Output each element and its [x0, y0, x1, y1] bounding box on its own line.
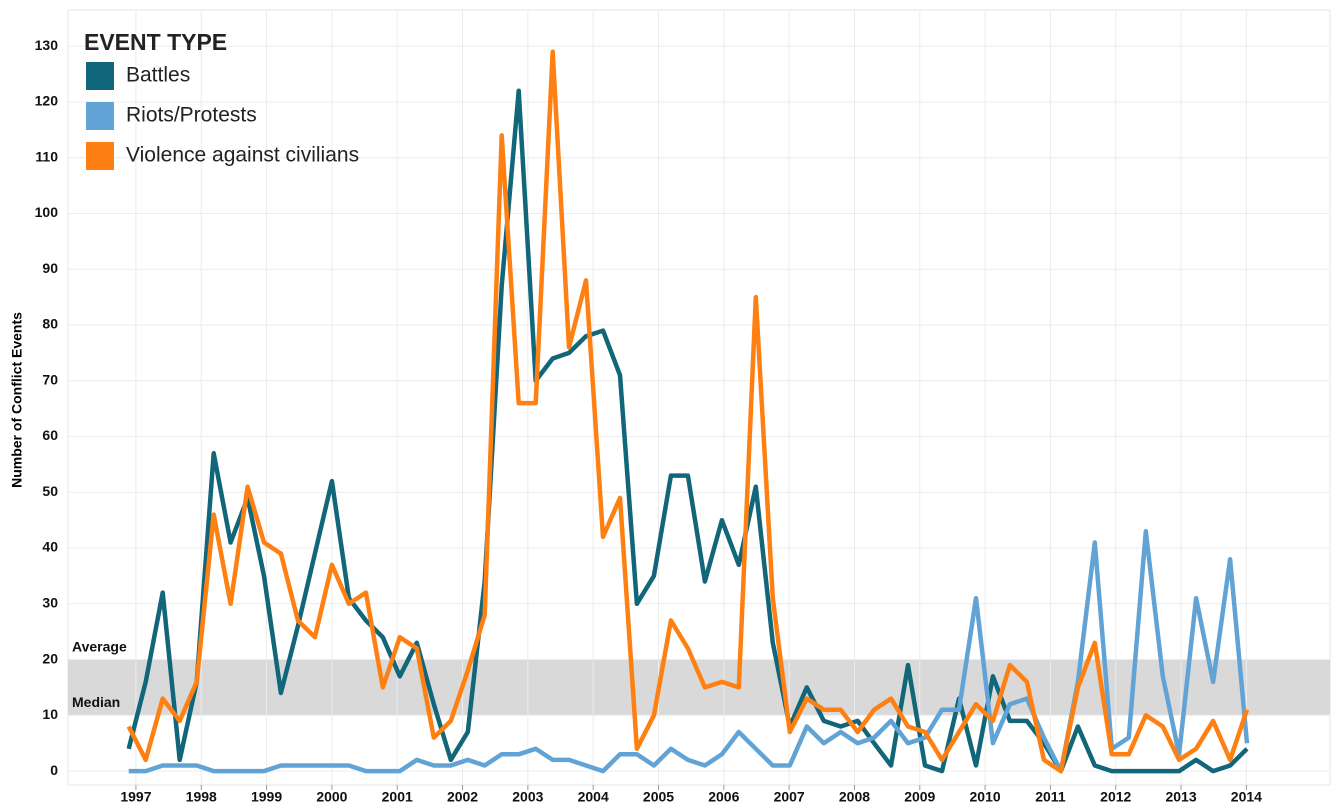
x-tick-label: 2006 [708, 789, 739, 805]
y-axis-label: Number of Conflict Events [9, 312, 25, 488]
x-tick-label: 2009 [904, 789, 935, 805]
x-tick-label: 2008 [839, 789, 870, 805]
legend-swatch [86, 142, 114, 170]
legend-title: EVENT TYPE [84, 29, 227, 55]
legend-swatch [86, 102, 114, 130]
x-tick-label: 2005 [643, 789, 674, 805]
reference-label: Median [72, 694, 120, 710]
x-tick-label: 2002 [447, 789, 478, 805]
x-tick-label: 2012 [1100, 789, 1131, 805]
x-tick-label: 2003 [512, 789, 543, 805]
legend-swatch [86, 62, 114, 90]
y-tick-label: 60 [42, 427, 58, 443]
x-tick-label: 2000 [316, 789, 347, 805]
x-tick-label: 2014 [1231, 789, 1262, 805]
reference-band [68, 659, 1330, 716]
x-tick-label: 2011 [1035, 789, 1066, 805]
y-tick-label: 80 [42, 316, 58, 332]
x-tick-label: 2013 [1165, 789, 1196, 805]
y-tick-label: 70 [42, 371, 58, 387]
x-tick-label: 1998 [186, 789, 217, 805]
y-tick-label: 50 [42, 483, 58, 499]
y-tick-label: 30 [42, 594, 58, 610]
plot-area [67, 9, 1331, 786]
x-tick-label: 2010 [970, 789, 1001, 805]
legend-label: Riots/Protests [126, 104, 257, 127]
legend-label: Violence against civilians [126, 144, 359, 167]
y-tick-label: 110 [35, 148, 58, 164]
legend-label: Battles [126, 64, 190, 87]
x-tick-label: 2004 [578, 789, 609, 805]
y-tick-label: 120 [35, 93, 59, 109]
series-line [126, 49, 1250, 774]
x-tick-label: 2001 [382, 789, 413, 805]
y-tick-label: 0 [50, 762, 58, 778]
x-tick-label: 1997 [120, 789, 151, 805]
x-tick-label: 2007 [774, 789, 805, 805]
y-tick-label: 20 [42, 650, 58, 666]
y-tick-label: 10 [42, 706, 58, 722]
reference-label: Average [72, 638, 127, 654]
y-tick-label: 90 [42, 260, 58, 276]
y-tick-label: 40 [42, 539, 58, 555]
y-tick-label: 100 [35, 204, 59, 220]
x-tick-label: 1999 [251, 789, 282, 805]
y-tick-label: 130 [35, 37, 59, 53]
